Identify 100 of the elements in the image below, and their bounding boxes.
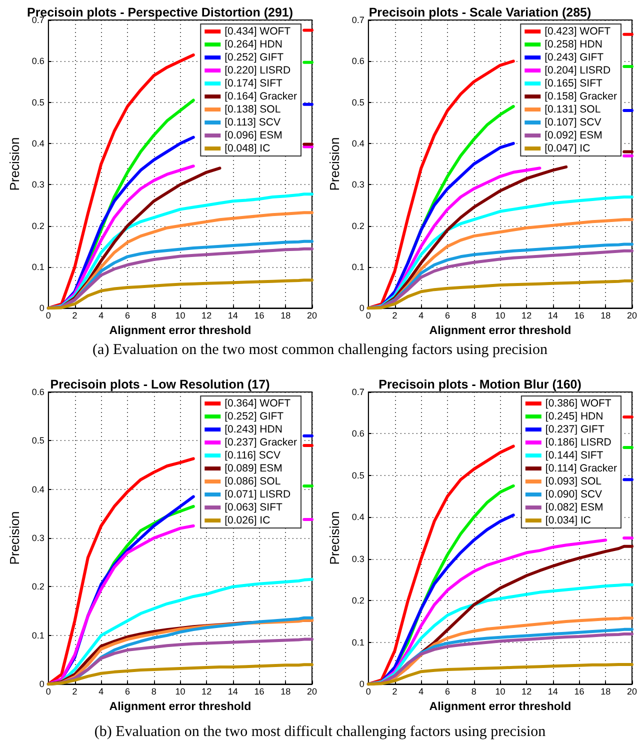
legend-label: [0.434] WOFT: [224, 26, 292, 38]
legend-label: [0.386] WOFT: [545, 398, 612, 410]
legend-label: [0.082] ESM: [545, 502, 604, 514]
y-tick-label: 0: [359, 303, 364, 314]
x-tick-label: 20: [306, 310, 317, 321]
y-tick-label: 0.5: [32, 436, 44, 446]
x-tick-label: 14: [228, 310, 238, 321]
legend-label: [0.186] LISRD: [545, 436, 612, 448]
x-tick-label: 16: [254, 686, 264, 697]
x-tick-label: 6: [444, 310, 450, 321]
legend-label: [0.220] LISRD: [224, 64, 292, 76]
legend-label: [0.026] IC: [224, 514, 271, 526]
y-tick-label: 0.5: [32, 97, 44, 108]
x-axis-title: Alignment error threshold: [109, 701, 252, 713]
legend-label: [0.071] LISRD: [224, 488, 292, 500]
legend-label: [0.245] HDN: [545, 410, 604, 422]
x-tick-label: 16: [254, 310, 264, 321]
x-tick-label: 8: [471, 686, 476, 697]
y-tick-label: 0: [39, 679, 44, 690]
y-axis-title: Precision: [7, 137, 22, 191]
y-tick-label: 0.2: [32, 220, 44, 231]
legend-label: [0.264] HDN: [224, 38, 282, 50]
y-tick-label: 0.1: [352, 637, 364, 648]
legend-label: [0.158] Gracker: [544, 90, 618, 102]
y-tick-label: 0.5: [352, 470, 364, 480]
legend-label: [0.086] SOL: [224, 476, 281, 488]
chart-title: Precisoin plots - Motion Blur (160): [378, 378, 582, 392]
x-tick-label: 10: [495, 686, 506, 697]
x-tick-label: 4: [418, 686, 424, 697]
y-tick-label: 0.5: [352, 97, 364, 108]
x-tick-label: 0: [46, 310, 51, 321]
y-tick-label: 0.4: [32, 484, 44, 494]
x-tick-label: 4: [98, 686, 104, 697]
x-axis-title: Alignment error threshold: [429, 701, 572, 713]
x-tick-label: 10: [175, 686, 186, 697]
x-tick-label: 20: [306, 686, 317, 697]
y-tick-label: 0.2: [32, 582, 44, 592]
legend-label: [0.165] SIFT: [544, 78, 603, 90]
legend-label: [0.093] SOL: [545, 476, 602, 488]
legend-label: [0.243] GIFT: [544, 52, 604, 64]
y-tick-label: 0.7: [32, 15, 44, 25]
x-tick-label: 6: [124, 686, 130, 697]
y-tick-label: 0.3: [352, 554, 364, 564]
legend-label: [0.204] LISRD: [544, 64, 612, 76]
x-tick-label: 12: [522, 310, 532, 321]
legend-label: [0.090] SCV: [545, 488, 602, 500]
x-tick-label: 10: [175, 310, 186, 321]
legend-label: [0.144] SIFT: [545, 450, 604, 462]
y-tick-label: 0.6: [32, 387, 44, 397]
legend-label: [0.252] GIFT: [224, 52, 284, 64]
x-tick-label: 20: [626, 686, 637, 697]
y-axis-title: Precision: [7, 511, 22, 565]
y-axis-title: Precision: [327, 137, 342, 191]
legend-label: [0.252] GIFT: [224, 410, 284, 422]
y-tick-label: 0.7: [352, 387, 364, 397]
x-tick-label: 10: [495, 310, 506, 321]
legend-label: [0.364] WOFT: [224, 398, 292, 410]
legend-label: [0.164] Gracker: [224, 90, 298, 102]
y-tick-label: 0.4: [352, 512, 364, 522]
legend-label: [0.237] GIFT: [545, 424, 605, 436]
x-tick-label: 2: [392, 686, 398, 697]
x-axis-title: Alignment error threshold: [109, 325, 252, 337]
x-tick-label: 18: [280, 310, 291, 321]
x-tick-label: 8: [471, 310, 476, 321]
legend-label: [0.237] Gracker: [224, 436, 298, 448]
y-tick-label: 0.2: [352, 596, 364, 606]
x-tick-label: 18: [600, 310, 611, 321]
x-tick-label: 18: [280, 686, 291, 697]
y-tick-label: 0.2: [352, 220, 364, 231]
text: (b) Evaluation on the two most difficult challenging factors using precision: [93, 724, 547, 741]
x-tick-label: 14: [548, 310, 558, 321]
x-tick-label: 2: [72, 310, 78, 321]
x-tick-label: 0: [366, 686, 371, 697]
x-tick-label: 18: [600, 686, 611, 697]
x-tick-label: 16: [574, 686, 584, 697]
legend-label: [0.107] SCV: [544, 116, 602, 128]
x-tick-label: 2: [72, 686, 78, 697]
legend-label: [0.092] ESM: [544, 130, 602, 142]
legend-label: [0.138] SOL: [224, 104, 281, 116]
y-tick-label: 0.6: [352, 56, 364, 66]
legend-label: [0.174] SIFT: [224, 78, 283, 90]
x-tick-label: 6: [124, 310, 130, 321]
x-tick-label: 4: [418, 310, 424, 321]
y-tick-label: 0.3: [32, 180, 44, 190]
y-tick-label: 0.4: [32, 138, 44, 148]
text: (a) Evaluation on the two most common challenging factors using precision: [92, 342, 548, 359]
y-tick-label: 0.4: [352, 138, 364, 148]
legend-label: [0.034] IC: [545, 514, 592, 526]
legend-label: [0.089] ESM: [224, 462, 282, 474]
x-tick-label: 14: [228, 686, 238, 697]
legend-label: [0.048] IC: [224, 142, 271, 154]
legend-label: [0.063] SIFT: [224, 502, 283, 514]
legend-label: [0.096] ESM: [224, 130, 282, 142]
x-tick-label: 0: [366, 310, 371, 321]
chart-title: Precisoin plots - Low Resolution (17): [50, 378, 270, 392]
x-tick-label: 2: [392, 310, 398, 321]
legend-label: [0.258] HDN: [544, 38, 602, 50]
chart-title: Precisoin plots - Scale Variation (285): [368, 6, 592, 20]
x-tick-label: 4: [98, 310, 104, 321]
legend-label: [0.131] SOL: [544, 104, 601, 116]
